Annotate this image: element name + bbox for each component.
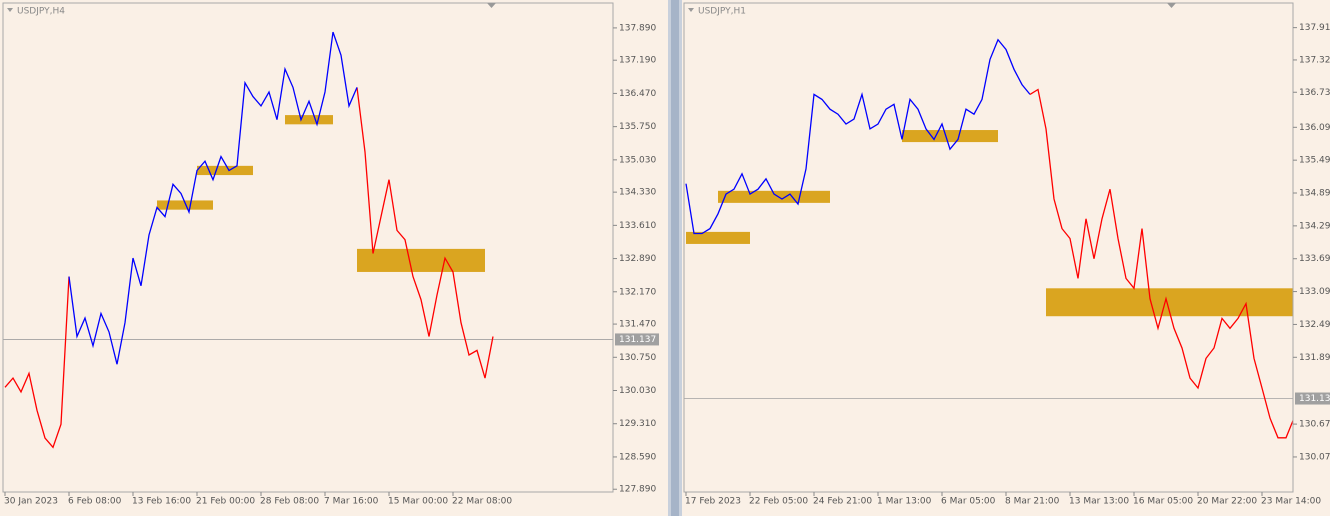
y-tick-label: 137.910 (1299, 23, 1330, 33)
x-tick-label: 1 Mar 13:00 (877, 497, 932, 507)
panel-background (682, 0, 1330, 516)
plot-area (3, 31, 613, 449)
y-tick-label: 129.310 (619, 419, 656, 429)
current-price-tag: 131.137 (615, 333, 659, 346)
x-tick-label: 22 Mar 08:00 (452, 497, 512, 507)
plot-frame (683, 2, 1294, 493)
x-tick-label: 23 Mar 14:00 (1261, 497, 1321, 507)
y-tick-label: 136.730 (1299, 88, 1330, 98)
y-tick-label: 135.750 (619, 122, 656, 132)
x-tick-label: 21 Feb 00:00 (196, 497, 255, 507)
y-tick-label: 127.890 (619, 485, 656, 495)
zone (197, 165, 253, 176)
zone (686, 231, 750, 244)
y-tick-label: 137.890 (619, 23, 656, 33)
panel-divider-inner (671, 0, 679, 516)
zone (718, 190, 830, 203)
x-tick-label: 7 Mar 16:00 (324, 497, 379, 507)
x-tick-label: 13 Mar 13:00 (1069, 497, 1129, 507)
title-arrow (7, 8, 13, 12)
y-tick-label: 135.030 (619, 155, 656, 165)
x-tick-label: 6 Feb 08:00 (68, 497, 122, 507)
y-tick-label: 130.030 (619, 386, 656, 396)
current-price-box (1295, 392, 1330, 405)
y-tick-label: 137.320 (1299, 55, 1330, 65)
scroll-marker (1167, 3, 1176, 8)
x-tick-label: 17 Feb 2023 (685, 497, 741, 507)
zone (357, 248, 485, 272)
y-tick-label: 134.290 (1299, 221, 1330, 231)
current-price-box (615, 333, 659, 346)
y-tick-label: 130.070 (1299, 452, 1330, 462)
current-price-label: 131.137 (619, 335, 656, 345)
x-tick-label: 6 Mar 05:00 (941, 497, 996, 507)
current-price-tag: 131.137 (1295, 392, 1330, 405)
y-tick-label: 136.090 (1299, 123, 1330, 133)
x-tick-label: 20 Mar 22:00 (1197, 497, 1257, 507)
y-tick-label: 133.690 (1299, 254, 1330, 264)
price-line (685, 38, 1031, 235)
x-tick-label: 16 Mar 05:00 (1133, 497, 1193, 507)
y-tick-label: 132.170 (619, 287, 656, 297)
plot-frame (2, 2, 614, 493)
y-tick-label: 134.330 (619, 188, 656, 198)
title-arrow (688, 8, 694, 12)
scroll-marker (487, 3, 496, 8)
chart-title: USDJPY,H1 (698, 7, 746, 17)
x-tick-label: 30 Jan 2023 (4, 497, 58, 507)
y-tick-label: 131.890 (1299, 353, 1330, 363)
panel-background (0, 0, 668, 516)
plot-area (684, 38, 1293, 439)
y-tick-label: 137.190 (619, 56, 656, 66)
y-tick-label: 134.890 (1299, 189, 1330, 199)
x-tick-label: 13 Feb 16:00 (132, 497, 191, 507)
x-tick-label: 15 Mar 00:00 (388, 497, 448, 507)
y-tick-label: 130.750 (619, 353, 656, 363)
x-tick-label: 22 Feb 05:00 (749, 497, 808, 507)
y-tick-label: 128.590 (619, 452, 656, 462)
y-tick-label: 132.890 (619, 254, 656, 264)
price-line (4, 87, 494, 449)
x-tick-label: 24 Feb 21:00 (813, 497, 872, 507)
zone (902, 130, 998, 143)
zone (285, 115, 333, 125)
price-line (68, 31, 358, 365)
x-tick-label: 28 Feb 08:00 (260, 497, 319, 507)
price-line (1029, 88, 1293, 439)
y-tick-label: 133.090 (1299, 287, 1330, 297)
chart-title: USDJPY,H4 (17, 7, 65, 17)
zone (157, 200, 213, 210)
y-tick-label: 132.490 (1299, 320, 1330, 330)
y-tick-label: 136.470 (619, 89, 656, 99)
y-tick-label: 131.470 (619, 320, 656, 330)
y-tick-label: 133.610 (619, 221, 656, 231)
y-tick-label: 135.490 (1299, 156, 1330, 166)
x-tick-label: 8 Mar 21:00 (1005, 497, 1060, 507)
current-price-label: 131.137 (1299, 394, 1330, 404)
y-tick-label: 130.670 (1299, 420, 1330, 430)
